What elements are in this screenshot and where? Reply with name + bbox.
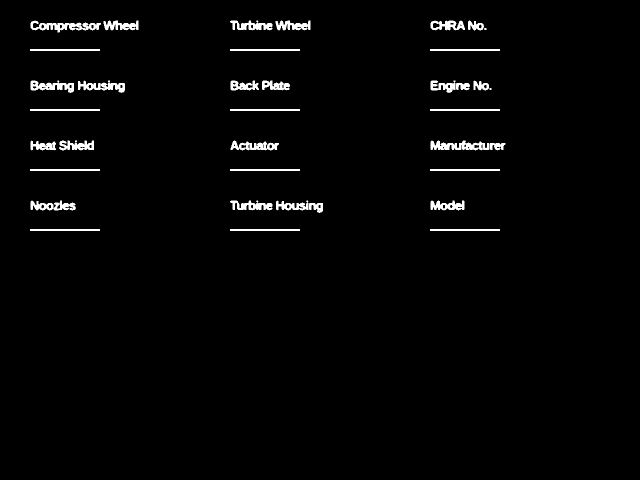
svg-text:Bearing Housing: Bearing Housing xyxy=(30,78,125,93)
svg-text:Back Plate: Back Plate xyxy=(230,78,290,93)
svg-text:Manufacturer: Manufacturer xyxy=(430,138,506,153)
svg-text:Compressor Wheel: Compressor Wheel xyxy=(30,18,139,33)
svg-text:Heat Shield: Heat Shield xyxy=(30,138,94,153)
svg-text:Turbine Wheel: Turbine Wheel xyxy=(230,18,311,33)
svg-text:Model: Model xyxy=(430,198,464,213)
svg-text:Noozles: Noozles xyxy=(30,198,76,213)
svg-text:CHRA No.: CHRA No. xyxy=(430,18,487,33)
svg-text:Turbine Housing: Turbine Housing xyxy=(230,198,323,213)
svg-text:Actuator: Actuator xyxy=(230,138,279,153)
svg-text:Engine No.: Engine No. xyxy=(430,78,492,93)
